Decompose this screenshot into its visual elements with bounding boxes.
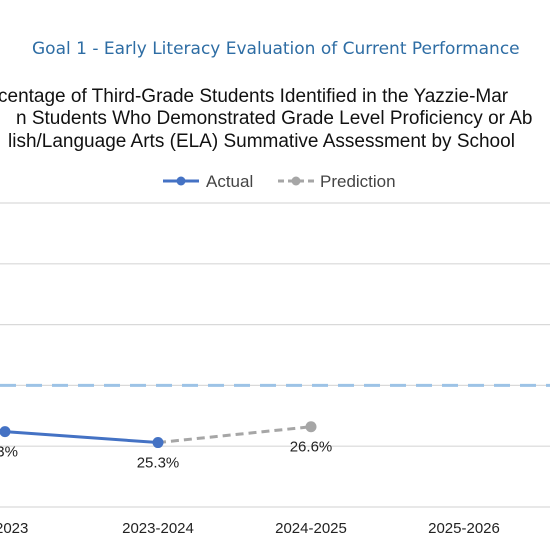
x-tick-label: 2-2023 <box>0 520 28 537</box>
x-tick-label: 2025-2026 <box>428 520 500 537</box>
prediction-point <box>305 421 317 433</box>
legend-prediction-marker <box>291 176 301 186</box>
chart-subtitle-line-3: lish/Language Arts (ELA) Summative Asses… <box>8 131 515 152</box>
x-tick-label: 2023-2024 <box>122 520 194 537</box>
chart-subtitle-line-1: centage of Third-Grade Students Identifi… <box>0 86 509 107</box>
legend-prediction-label: Prediction <box>320 172 396 191</box>
legend-actual-marker <box>176 176 186 186</box>
actual-data-label: .3% <box>0 444 18 461</box>
prediction-data-label: 26.6% <box>290 439 333 456</box>
actual-data-label: 25.3% <box>137 455 180 472</box>
actual-point <box>152 437 164 449</box>
actual-point <box>0 426 11 438</box>
x-tick-label: 2024-2025 <box>275 520 347 537</box>
chart-subtitle-line-2: n Students Who Demonstrated Grade Level … <box>16 108 533 129</box>
actual-series-line <box>4 430 159 445</box>
prediction-series-line <box>157 425 312 445</box>
legend-actual-label: Actual <box>206 172 253 191</box>
